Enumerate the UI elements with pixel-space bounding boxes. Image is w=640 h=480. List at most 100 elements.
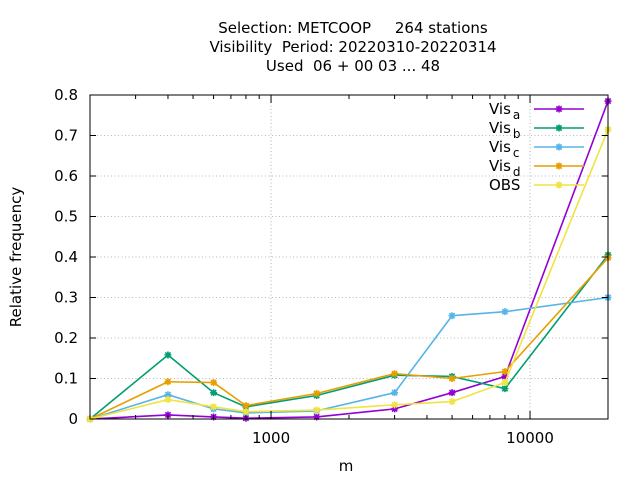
- marker-dot: [165, 412, 171, 418]
- y-axis-label: Relative frequency: [7, 187, 25, 328]
- y-tick-label: 0.5: [54, 208, 78, 226]
- marker-dot: [165, 397, 171, 402]
- data-point: [448, 312, 456, 320]
- data-point: [164, 391, 172, 399]
- marker-dot: [314, 414, 319, 420]
- marker-dot: [502, 369, 508, 374]
- data-point: [501, 379, 509, 387]
- marker-dot: [556, 182, 562, 188]
- data-point: [448, 398, 456, 406]
- legend-label-subscript: a: [513, 108, 520, 122]
- legend-label-text: OBS: [489, 176, 520, 194]
- legend-item: OBS: [489, 176, 584, 194]
- marker-dot: [449, 376, 455, 381]
- series-obs: [86, 125, 612, 423]
- legend-swatch-marker: [555, 162, 563, 170]
- data-point: [210, 389, 218, 397]
- data-point: [210, 379, 218, 387]
- marker-dot: [392, 402, 397, 408]
- y-tick-label: 0.2: [54, 329, 78, 347]
- y-tick-label: 0.8: [54, 86, 78, 104]
- marker-dot: [502, 386, 508, 391]
- data-point: [391, 389, 399, 397]
- data-point: [313, 413, 321, 421]
- data-point: [448, 389, 456, 397]
- data-point: [501, 372, 509, 380]
- marker-dot: [392, 390, 397, 395]
- legend-label-subscript: b: [513, 127, 521, 141]
- data-point: [164, 411, 172, 419]
- marker-dot: [556, 163, 562, 169]
- y-tick-label: 0: [68, 410, 78, 428]
- data-point: [501, 368, 509, 376]
- data-point: [164, 351, 172, 359]
- marker-dot: [556, 144, 562, 150]
- data-point: [313, 389, 321, 397]
- legend-label-text: Vis: [489, 157, 511, 175]
- legend-swatch-marker: [555, 181, 563, 189]
- y-tick-label: 0.4: [54, 248, 78, 266]
- series-vis-a: [86, 97, 612, 423]
- marker-dot: [556, 106, 562, 112]
- marker-dot: [165, 379, 171, 384]
- legend-label: Vis a: [489, 100, 520, 122]
- y-tick-label: 0.3: [54, 289, 78, 307]
- data-point: [391, 401, 399, 409]
- legend-label-subscript: d: [513, 165, 521, 179]
- x-tick-label: 1000: [252, 429, 290, 447]
- legend-label: OBS: [489, 176, 520, 194]
- y-tick-label: 0.1: [54, 370, 78, 388]
- marker-dot: [502, 309, 508, 314]
- data-point: [210, 403, 218, 411]
- legend-item: Vis a: [489, 100, 584, 122]
- grid: [90, 95, 608, 419]
- data-point: [501, 385, 509, 393]
- legend-swatch-marker: [555, 105, 563, 113]
- legend-item: Vis d: [489, 157, 584, 179]
- marker-dot: [449, 313, 455, 318]
- marker-dot: [502, 374, 508, 379]
- data-point: [391, 405, 399, 413]
- legend-label-subscript: c: [513, 146, 520, 160]
- data-point: [313, 406, 321, 414]
- marker-dot: [449, 390, 455, 395]
- data-point: [164, 396, 172, 404]
- y-tick-label: 0.6: [54, 167, 78, 185]
- marker-dot: [392, 406, 397, 412]
- legend-swatch-marker: [555, 124, 563, 132]
- legend-swatch-marker: [555, 143, 563, 151]
- marker-dot: [392, 371, 397, 376]
- x-tick-label: 10000: [506, 429, 554, 447]
- legend-label-text: Vis: [489, 100, 511, 118]
- legend-label: Vis d: [489, 157, 521, 179]
- legend-label: Vis c: [489, 138, 520, 160]
- legend-label-text: Vis: [489, 138, 511, 156]
- legend-item: Vis b: [489, 119, 584, 141]
- data-point: [501, 308, 509, 316]
- marker-dot: [314, 391, 319, 396]
- data-point: [164, 378, 172, 386]
- marker-dot: [449, 399, 455, 404]
- title-line: Selection: METCOOP 264 stations: [218, 19, 488, 37]
- legend-item: Vis c: [489, 138, 584, 160]
- marker-dot: [314, 407, 319, 413]
- marker-dot: [211, 390, 216, 395]
- marker-dot: [243, 403, 249, 408]
- marker-dot: [211, 404, 216, 410]
- y-tick-label: 0.7: [54, 127, 78, 145]
- legend-label-text: Vis: [489, 119, 511, 137]
- marker-dot: [165, 352, 171, 358]
- data-point: [242, 408, 250, 416]
- series-layer: [86, 97, 612, 423]
- title-line: Used 06 + 00 03 ... 48: [266, 57, 440, 75]
- data-point: [391, 370, 399, 378]
- marker-dot: [556, 125, 562, 131]
- marker-dot: [165, 392, 171, 397]
- legend-label: Vis b: [489, 119, 521, 141]
- x-axis-label: m: [339, 457, 354, 475]
- title-line: Visibility Period: 20220310-20220314: [209, 38, 496, 56]
- marker-dot: [502, 380, 508, 385]
- marker-dot: [211, 380, 216, 385]
